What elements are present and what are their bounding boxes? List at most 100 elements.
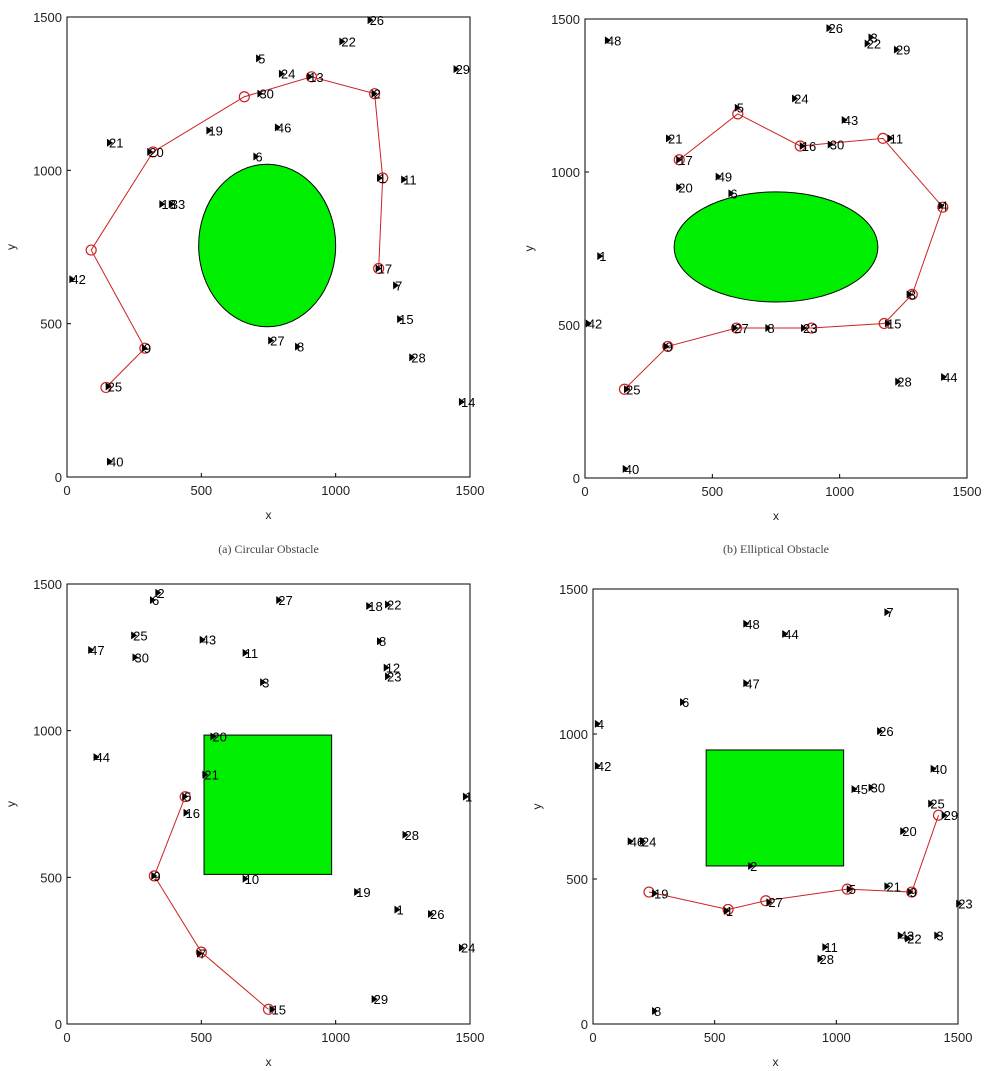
point-marker <box>666 134 673 143</box>
point-marker <box>106 457 113 466</box>
point-marker <box>268 336 275 345</box>
point-marker <box>597 252 604 261</box>
point-label: 2 <box>157 586 164 601</box>
point-label: 11 <box>245 646 259 661</box>
point-marker <box>371 995 378 1004</box>
point-label: 17 <box>678 153 692 168</box>
point-marker <box>155 588 162 597</box>
point-label: 20 <box>902 824 916 839</box>
point-label: 10 <box>245 872 259 887</box>
point-marker <box>877 727 884 736</box>
point-label: 18 <box>161 197 175 212</box>
point-marker <box>401 175 408 184</box>
point-marker <box>383 663 390 672</box>
y-tick-label: 1000 <box>33 724 62 739</box>
obstacle-rect <box>203 734 333 875</box>
point-marker <box>397 315 404 324</box>
point-marker <box>652 1006 659 1015</box>
point-marker <box>339 37 346 46</box>
point-label: 46 <box>277 120 291 135</box>
y-axis-label: y <box>522 246 536 252</box>
point-label: 11 <box>824 940 838 955</box>
point-marker <box>131 631 138 640</box>
point-marker <box>409 353 416 362</box>
x-tick-label: 500 <box>704 1030 726 1045</box>
path-node <box>373 262 385 275</box>
point-marker <box>799 141 806 150</box>
point-label: 3 <box>262 675 269 690</box>
point-label: 23 <box>803 321 817 336</box>
point-label: 43 <box>844 113 858 128</box>
point-marker <box>88 646 95 654</box>
point-marker <box>930 764 937 773</box>
path-node <box>722 903 734 916</box>
point-marker <box>801 324 808 333</box>
point-marker <box>928 799 935 808</box>
point-marker <box>196 949 203 958</box>
point-label: 6 <box>255 150 262 165</box>
path-node <box>662 340 674 353</box>
point-marker <box>105 382 112 391</box>
point-label: 30 <box>830 137 844 152</box>
x-tick-label: 1000 <box>321 483 350 498</box>
point-marker <box>934 931 941 940</box>
path-line <box>153 796 269 1010</box>
point-marker <box>159 200 166 209</box>
point-marker <box>69 275 76 284</box>
point-label: 4 <box>941 199 948 214</box>
point-marker <box>817 954 824 963</box>
point-label: 26 <box>879 724 893 739</box>
point-label: 40 <box>625 462 639 477</box>
point-marker <box>624 385 631 394</box>
point-label: 2 <box>374 87 381 102</box>
y-tick-label: 500 <box>566 872 588 887</box>
point-marker <box>676 183 683 192</box>
point-label: 49 <box>718 170 732 185</box>
point-label: 9 <box>910 885 917 900</box>
point-marker <box>732 324 739 333</box>
path-line <box>648 815 940 910</box>
x-tick-label: 0 <box>63 483 70 498</box>
point-label: 22 <box>867 36 881 51</box>
point-label: 5 <box>737 101 744 116</box>
point-label: 21 <box>204 768 218 783</box>
point-marker <box>276 596 283 605</box>
point-label: 45 <box>854 782 868 797</box>
point-label: 40 <box>109 455 123 470</box>
point-marker <box>743 619 750 628</box>
plot-frame <box>584 18 968 479</box>
point-marker <box>734 103 741 112</box>
point-label: 21 <box>668 131 682 146</box>
point-marker <box>826 24 833 33</box>
point-label: 44 <box>96 750 110 765</box>
point-marker <box>168 200 175 209</box>
x-tick-label: 1500 <box>456 1030 485 1045</box>
point-marker <box>907 888 914 897</box>
point-label: 20 <box>678 180 692 195</box>
point-label: 42 <box>597 759 611 774</box>
point-label: 25 <box>108 380 122 395</box>
point-label: 21 <box>109 136 123 151</box>
obstacle-ellipse <box>673 191 879 303</box>
point-label: 15 <box>272 1002 286 1017</box>
point-label: 7 <box>395 278 402 293</box>
point-marker <box>376 174 383 182</box>
point-label: 22 <box>387 598 401 613</box>
point-marker <box>182 792 189 801</box>
y-tick-label: 1500 <box>559 582 588 597</box>
point-label: 27 <box>768 895 782 910</box>
point-label: 8 <box>767 321 774 336</box>
point-marker <box>242 648 249 657</box>
point-marker <box>354 888 361 896</box>
panel-caption: (b) Elliptical Obstacle <box>723 542 829 556</box>
path-node <box>100 381 112 394</box>
point-label: 3 <box>936 929 943 944</box>
point-marker <box>462 792 469 801</box>
point-marker <box>851 785 858 794</box>
x-tick-label: 500 <box>190 483 212 498</box>
point-label: 25 <box>133 628 147 643</box>
point-label: 18 <box>368 599 382 614</box>
point-label: 9 <box>144 341 151 356</box>
point-marker <box>367 16 374 25</box>
